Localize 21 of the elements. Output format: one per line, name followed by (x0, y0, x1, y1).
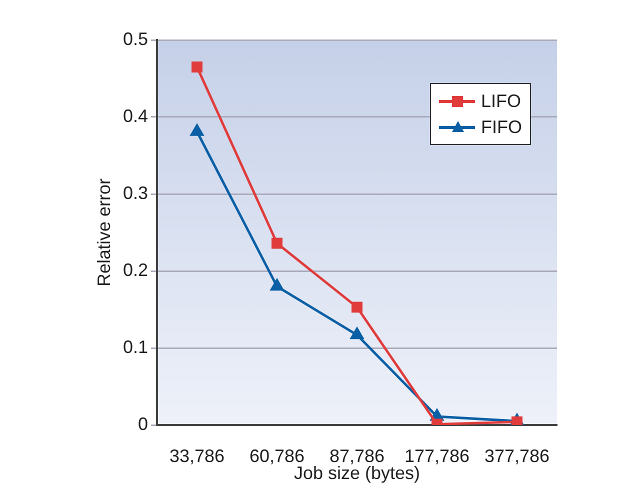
y-tick-label: 0.1 (122, 336, 148, 357)
y-tick-label: 0.4 (122, 106, 148, 126)
x-axis-title: Job size (bytes) (294, 463, 420, 484)
x-tick-label: 177,786 (404, 446, 470, 466)
x-tick-label: 377,786 (484, 446, 550, 466)
point (350, 328, 364, 340)
y-tick-label: 0.3 (122, 182, 148, 203)
point (272, 238, 282, 249)
point (192, 61, 202, 72)
y-tick-label: 0.2 (122, 260, 148, 280)
point (190, 124, 204, 136)
legend-label: FIFO (481, 116, 522, 138)
point (270, 279, 284, 291)
point (352, 302, 362, 313)
x-tick-label: 60,786 (249, 446, 305, 466)
x-tick-label: 87,786 (329, 446, 385, 466)
y-tick-label: 0.5 (122, 28, 148, 49)
y-axis-title: Relative error (94, 178, 114, 287)
x-tick-label: 33,786 (169, 446, 225, 466)
y-tick-label: 0 (138, 414, 148, 434)
legend-label: LIFO (481, 90, 522, 112)
